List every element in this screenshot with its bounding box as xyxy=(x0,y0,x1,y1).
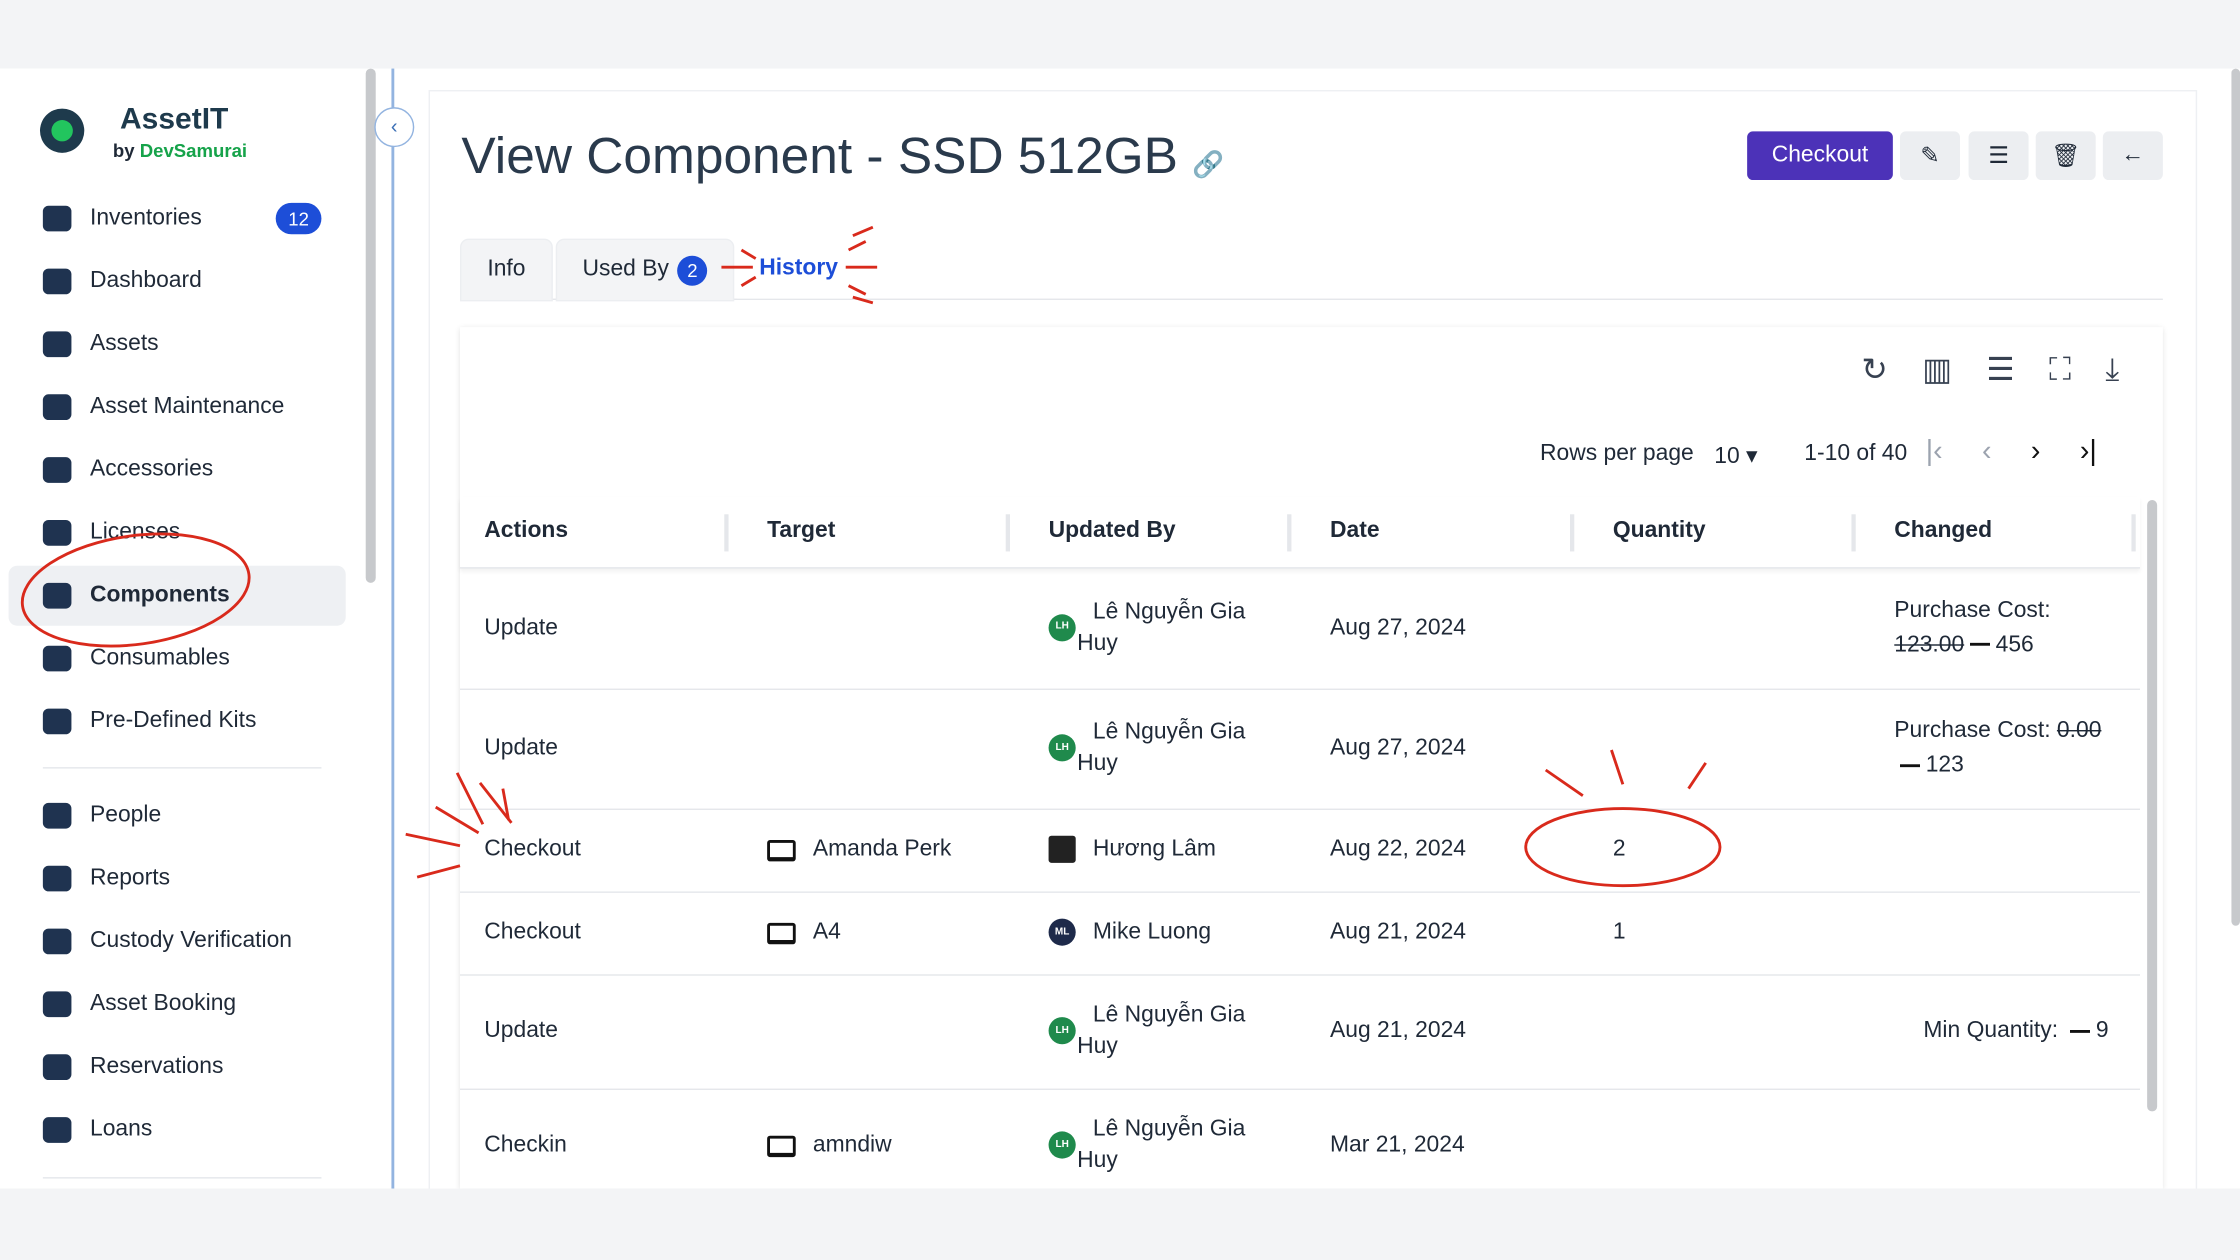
column-header: Changed xyxy=(1894,519,1992,545)
column-divider xyxy=(2131,514,2135,551)
column-header: Actions xyxy=(484,519,568,545)
column-divider xyxy=(1287,514,1291,551)
column-divider xyxy=(1851,514,1855,551)
column-divider xyxy=(1570,514,1574,551)
column-header: Updated By xyxy=(1049,519,1176,545)
column-divider xyxy=(724,514,728,551)
column-header: Quantity xyxy=(1613,519,1706,545)
column-divider xyxy=(1006,514,1010,551)
column-header: Target xyxy=(767,519,835,545)
column-header: Date xyxy=(1330,519,1380,545)
